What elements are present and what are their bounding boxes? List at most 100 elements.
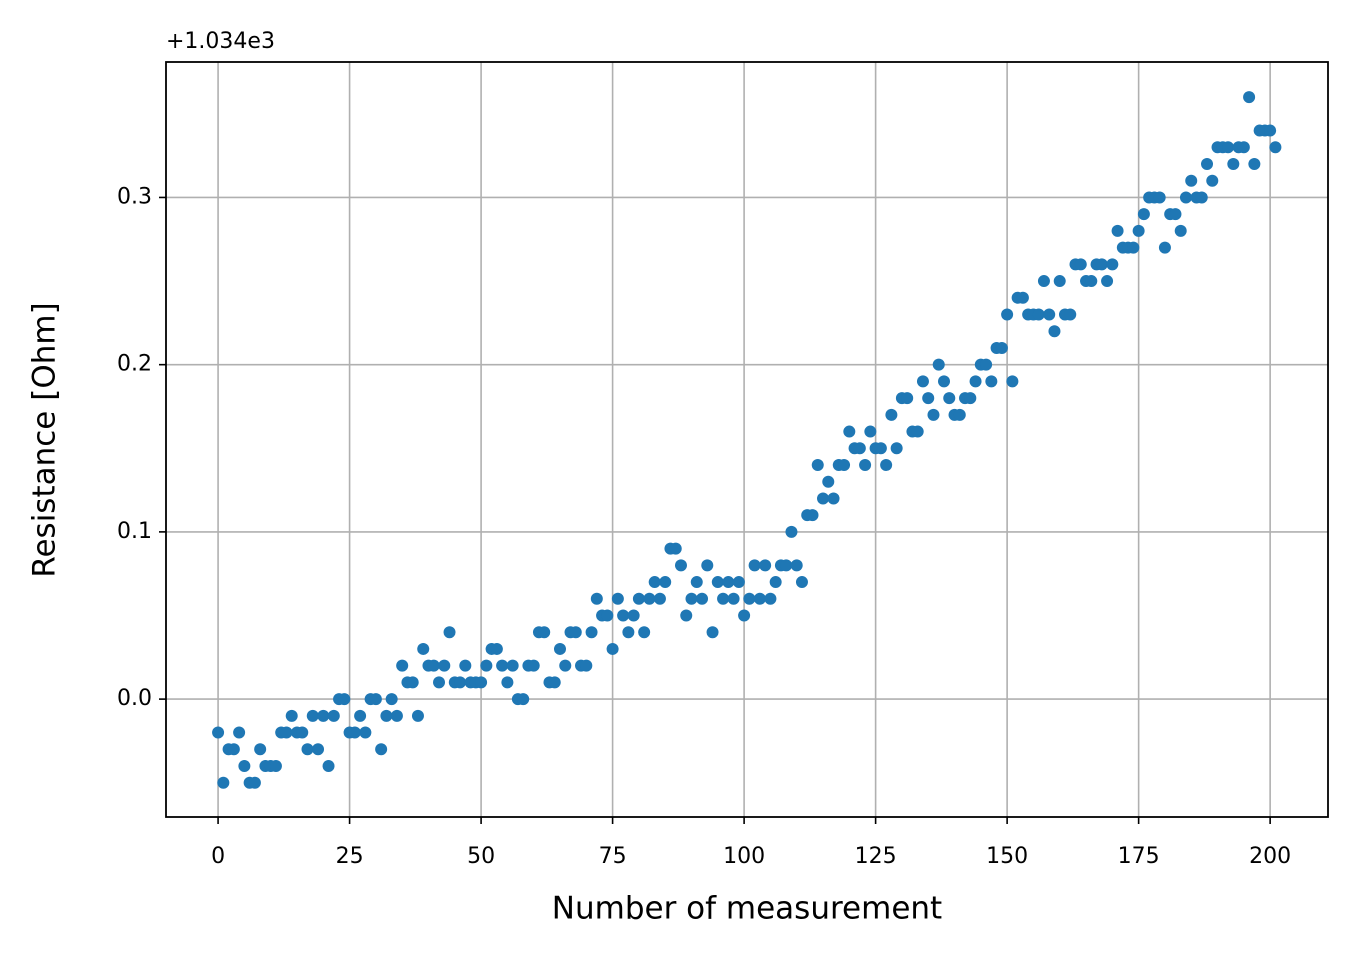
point: [617, 609, 630, 622]
point: [553, 642, 566, 655]
x-tick-label: 50: [467, 844, 495, 869]
point: [674, 559, 687, 572]
point: [701, 559, 714, 572]
point: [795, 576, 808, 589]
point: [338, 693, 351, 706]
point: [943, 392, 956, 405]
point: [1106, 258, 1119, 271]
point: [1269, 141, 1282, 154]
point: [490, 642, 503, 655]
point: [580, 659, 593, 672]
point: [1048, 325, 1061, 338]
point: [359, 726, 372, 739]
point: [659, 576, 672, 589]
point: [648, 576, 661, 589]
point: [853, 442, 866, 455]
point: [922, 392, 935, 405]
point: [706, 626, 719, 639]
y-axis-label: Resistance [Ohm]: [27, 302, 63, 577]
point: [1085, 275, 1098, 288]
point: [433, 676, 446, 689]
point: [411, 709, 424, 722]
point: [312, 743, 325, 756]
point: [406, 676, 419, 689]
point: [743, 592, 756, 605]
point: [1201, 158, 1214, 171]
point: [859, 459, 872, 472]
point: [1037, 275, 1050, 288]
point: [475, 676, 488, 689]
y-tick-label: 0.0: [117, 686, 152, 711]
point: [880, 459, 893, 472]
point: [627, 609, 640, 622]
point: [1132, 224, 1145, 237]
point: [696, 592, 709, 605]
point: [527, 659, 540, 672]
point: [1179, 191, 1192, 204]
point: [601, 609, 614, 622]
point: [890, 442, 903, 455]
point: [480, 659, 493, 672]
point: [380, 709, 393, 722]
point: [759, 559, 772, 572]
point: [548, 676, 561, 689]
point: [585, 626, 598, 639]
point: [322, 759, 335, 772]
point: [269, 759, 282, 772]
point: [685, 592, 698, 605]
x-tick-label: 100: [723, 844, 765, 869]
point: [248, 776, 261, 789]
point: [375, 743, 388, 756]
point: [1053, 275, 1066, 288]
point: [280, 726, 293, 739]
point: [317, 709, 330, 722]
point: [916, 375, 929, 388]
point: [496, 659, 509, 672]
y-tick-label: 0.3: [117, 184, 152, 209]
point: [632, 592, 645, 605]
point: [622, 626, 635, 639]
point: [1095, 258, 1108, 271]
point: [217, 776, 230, 789]
point: [937, 375, 950, 388]
point: [669, 542, 682, 555]
point: [1016, 291, 1029, 304]
point: [927, 408, 940, 421]
point: [806, 509, 819, 522]
point: [969, 375, 982, 388]
point: [1006, 375, 1019, 388]
point: [864, 425, 877, 438]
point: [227, 743, 240, 756]
point: [327, 709, 340, 722]
point: [417, 642, 430, 655]
point: [238, 759, 251, 772]
point: [738, 609, 751, 622]
point: [727, 592, 740, 605]
point: [517, 693, 530, 706]
x-axis-label: Number of measurement: [552, 891, 942, 927]
point: [459, 659, 472, 672]
point: [690, 576, 703, 589]
point: [932, 358, 945, 371]
point: [254, 743, 267, 756]
point: [985, 375, 998, 388]
point: [680, 609, 693, 622]
point: [790, 559, 803, 572]
point: [590, 592, 603, 605]
point: [780, 559, 793, 572]
point: [980, 358, 993, 371]
y-tick-label: 0.1: [117, 519, 152, 544]
point: [953, 408, 966, 421]
point: [911, 425, 924, 438]
point: [538, 626, 551, 639]
point: [643, 592, 656, 605]
point: [506, 659, 519, 672]
point: [874, 442, 887, 455]
point: [901, 392, 914, 405]
point: [1111, 224, 1124, 237]
point: [306, 709, 319, 722]
point: [1032, 308, 1045, 321]
y-tick-label: 0.2: [117, 352, 152, 377]
point: [717, 592, 730, 605]
